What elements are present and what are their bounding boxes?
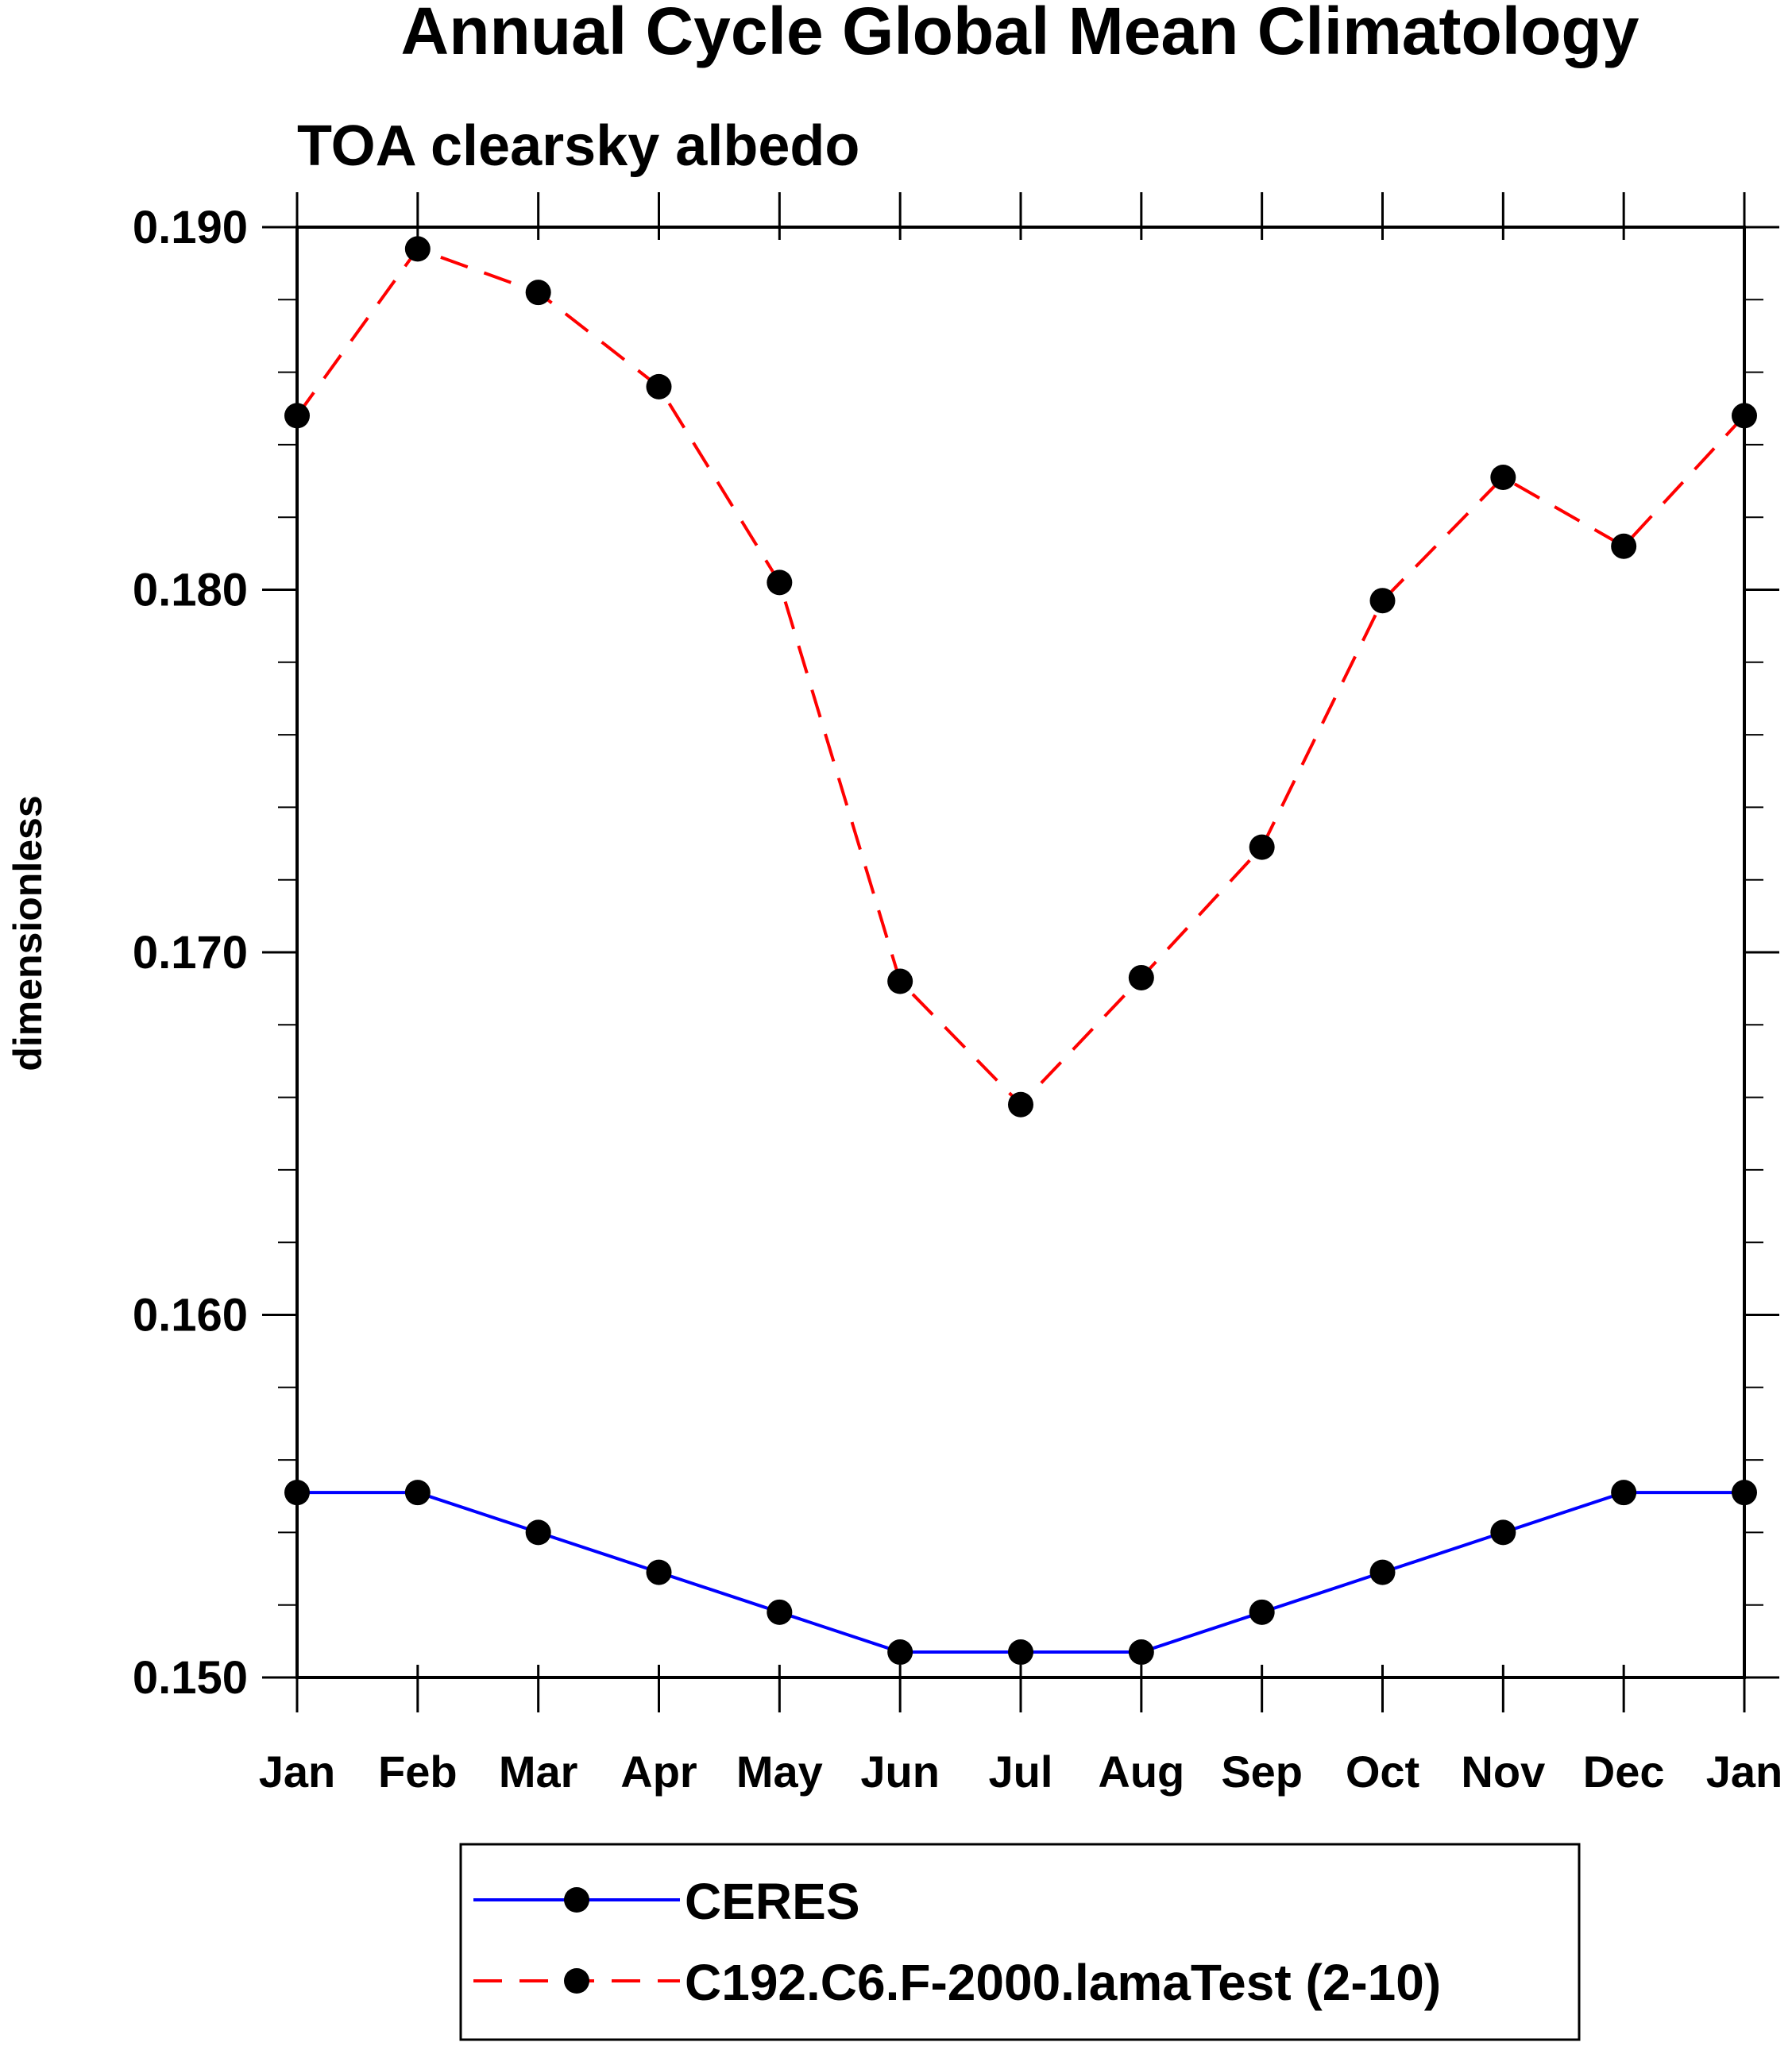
legend-label: C192.C6.F-2000.lamaTest (2-10) (685, 1954, 1441, 2011)
series-layer (295, 247, 1746, 1654)
legend-box (459, 1843, 1581, 2041)
data-point (1369, 588, 1396, 614)
x-tick-label: Jun (860, 1747, 940, 1797)
legend: CERES C192.C6.F-2000.lamaTest (2-10) (459, 1843, 1581, 2041)
data-point (1369, 1559, 1396, 1585)
data-point (1008, 1091, 1033, 1118)
x-tick-label: Feb (378, 1747, 458, 1797)
legend-marker (564, 1887, 589, 1913)
data-point (1008, 1639, 1033, 1666)
y-tick-label: 0.170 (133, 927, 248, 979)
data-point (1249, 834, 1275, 860)
data-point (1611, 533, 1637, 559)
x-tick-label: Jan (1706, 1747, 1783, 1797)
x-tick-label: Jul (989, 1747, 1053, 1797)
x-tick-label: Apr (620, 1747, 697, 1797)
y-tick-label: 0.150 (133, 1652, 248, 1704)
x-tick-label: Jan (259, 1747, 336, 1797)
x-tick-label: Sep (1221, 1747, 1303, 1797)
x-tick-label: May (736, 1747, 823, 1797)
data-point (887, 968, 913, 994)
chart-title: Annual Cycle Global Mean Climatology (401, 0, 1639, 68)
data-point (767, 1599, 793, 1625)
markers-layer (284, 236, 1757, 1666)
legend-items: CERES C192.C6.F-2000.lamaTest (2-10) (473, 1873, 1441, 2011)
data-point (1249, 1599, 1275, 1625)
data-point (767, 569, 793, 596)
legend-marker (564, 1968, 589, 1994)
y-tick-label: 0.160 (133, 1290, 248, 1341)
data-point (525, 280, 551, 306)
legend-label: CERES (685, 1873, 860, 1930)
data-point (1128, 964, 1154, 990)
data-point (646, 1559, 672, 1585)
y-tick-label: 0.180 (133, 565, 248, 616)
data-point (404, 1480, 431, 1506)
data-point (1490, 464, 1516, 490)
data-point (404, 236, 431, 262)
x-tick-labels: Jan Feb Mar Apr May Jun Jul Aug Sep Oct Nov Dec Jan (259, 1747, 1783, 1797)
data-point (525, 1519, 551, 1546)
data-point (1490, 1519, 1516, 1546)
x-tick-label: Aug (1098, 1747, 1184, 1797)
x-tick-label: Dec (1583, 1747, 1665, 1797)
y-tick-labels: 0.150 0.160 0.170 0.180 0.190 (133, 202, 248, 1704)
data-point (887, 1639, 913, 1666)
x-tick-label: Mar (499, 1747, 578, 1797)
y-axis-label: dimensionless (6, 795, 50, 1071)
x-tick-label: Nov (1461, 1747, 1545, 1797)
data-point (1611, 1480, 1637, 1506)
plot-frame (295, 226, 1746, 1679)
axis-ticks (262, 192, 1779, 1712)
y-tick-label: 0.190 (133, 202, 248, 253)
x-tick-label: Oct (1346, 1747, 1419, 1797)
chart-subtitle: TOA clearsky albedo (297, 114, 859, 178)
series-line-0 (297, 1491, 1744, 1654)
series-line-1 (295, 247, 1746, 1106)
data-point (646, 373, 672, 400)
data-point (1128, 1639, 1154, 1666)
